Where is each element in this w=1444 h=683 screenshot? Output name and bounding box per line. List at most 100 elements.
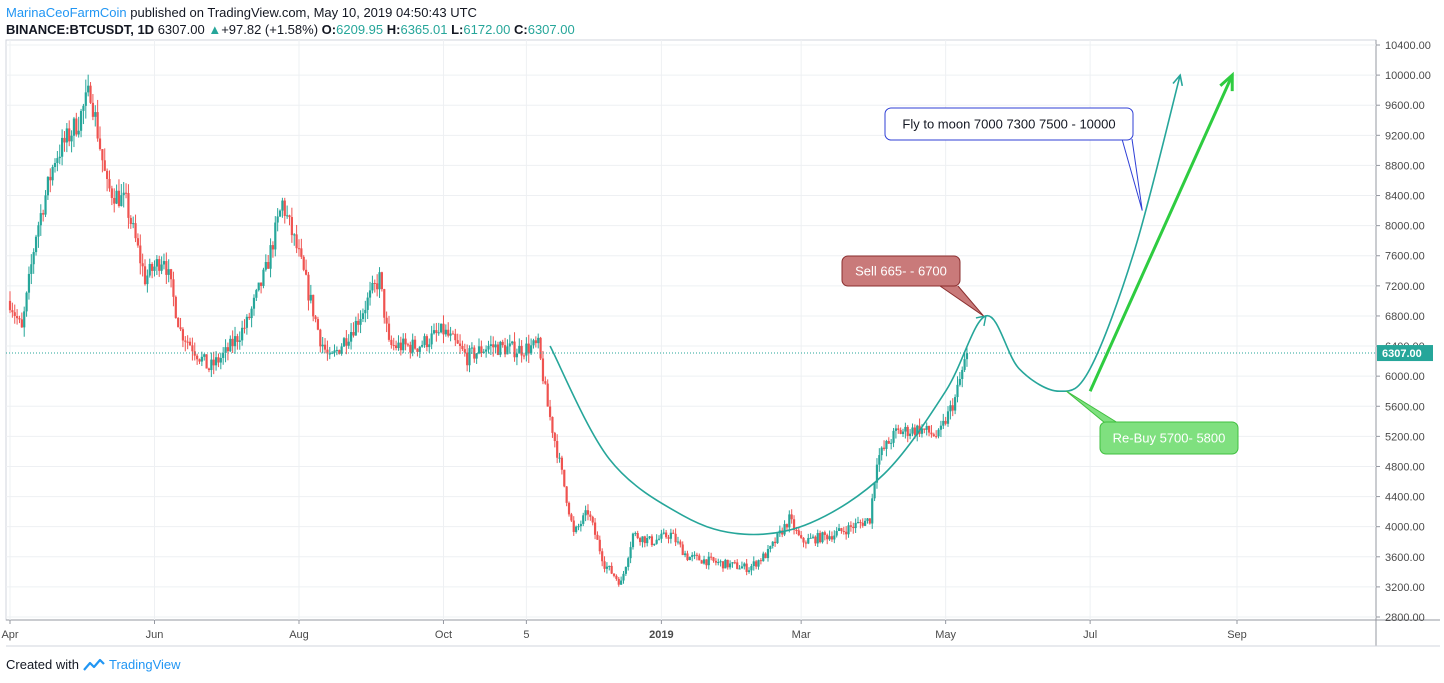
candle-body: [752, 561, 755, 567]
candle-body: [653, 543, 656, 546]
candle-body: [963, 359, 966, 370]
author-link[interactable]: MarinaCeoFarmCoin: [6, 5, 127, 20]
candle-body: [648, 536, 651, 538]
candle-body: [262, 269, 265, 286]
candle-body: [229, 338, 232, 352]
candle-body: [601, 551, 604, 562]
candle-body: [499, 341, 502, 355]
candle-body: [790, 514, 793, 520]
close-value: 6307.00: [527, 22, 575, 37]
candle-body: [423, 336, 426, 345]
candle-body: [101, 149, 104, 161]
candle-body: [840, 528, 843, 531]
candle-body: [397, 342, 400, 349]
candle-body: [27, 273, 31, 293]
candle-body: [110, 188, 113, 198]
low-label: L:: [451, 22, 464, 37]
candle-body: [302, 256, 305, 270]
candle-body: [674, 533, 677, 543]
candle-body: [13, 312, 16, 317]
candle-body: [603, 561, 606, 569]
moon-callout-box: [884, 107, 1134, 141]
candle-body: [380, 272, 383, 290]
y-tick-label: 5200.00: [1385, 431, 1425, 443]
candle-body: [866, 518, 869, 521]
candle-body: [283, 200, 286, 216]
candle-body: [553, 432, 556, 442]
candle-body: [567, 502, 571, 515]
candle-body: [37, 225, 40, 237]
candle-body: [892, 430, 895, 443]
candle-body: [11, 310, 14, 313]
candle-body: [290, 217, 293, 236]
candle-body: [373, 282, 376, 284]
y-tick-label: 8000.00: [1385, 221, 1425, 233]
candle-body: [458, 343, 462, 346]
candle-body: [714, 560, 717, 563]
candle-body: [880, 447, 883, 456]
sell-callout-text: Sell 665- - 6700: [855, 264, 947, 279]
candle-body: [172, 279, 175, 297]
candle-body: [591, 516, 594, 523]
candle-body: [309, 294, 312, 301]
candle-body: [222, 352, 225, 358]
x-tick-label: May: [935, 629, 956, 641]
candle-body: [241, 327, 244, 341]
candle-body: [468, 348, 471, 366]
candle-body: [721, 561, 725, 569]
ohlc-line: BINANCE:BTCUSDT, 1D 6307.00 ▲+97.82 (+1.…: [6, 22, 575, 37]
candle-body: [932, 434, 935, 437]
candle-body: [556, 441, 559, 458]
candle-body: [875, 464, 879, 483]
candle-body: [409, 344, 412, 353]
candle-body: [764, 553, 767, 559]
candle-body: [226, 347, 230, 352]
candle-body: [551, 416, 554, 433]
candle-body: [897, 428, 900, 430]
candle-body: [548, 406, 552, 417]
candle-body: [506, 346, 509, 355]
candle-body: [946, 411, 950, 424]
candle-body: [314, 316, 317, 320]
candle-body: [740, 566, 744, 569]
candle-body: [570, 514, 573, 521]
candle-body: [906, 426, 909, 436]
candle-body: [923, 428, 926, 430]
candle-body: [842, 530, 845, 532]
candle-body: [913, 427, 916, 435]
candle-body: [383, 289, 386, 318]
candle-body: [158, 259, 161, 271]
candle-body: [878, 455, 881, 465]
symbol-label[interactable]: BINANCE:BTCUSDT, 1D: [6, 22, 155, 37]
y-tick-label: 4400.00: [1385, 492, 1425, 504]
candle-body: [885, 440, 888, 449]
high-label: H:: [386, 22, 401, 37]
candle-body: [724, 559, 727, 569]
candle-body: [442, 323, 445, 335]
candle-body: [42, 213, 45, 215]
candle-body: [650, 536, 654, 546]
candle-body: [252, 297, 256, 309]
candle-body: [193, 351, 196, 356]
candle-body: [392, 344, 395, 346]
candle-body: [577, 526, 580, 528]
candle-body: [321, 344, 324, 347]
tradingview-brand-link[interactable]: TradingView: [108, 657, 181, 672]
candle-body: [264, 262, 267, 270]
candle-body: [124, 192, 128, 194]
candle-body: [342, 338, 346, 347]
candle-body: [579, 523, 582, 527]
candle-body: [184, 340, 187, 342]
candle-body: [84, 92, 87, 106]
candle-body: [87, 85, 90, 93]
candle-body: [901, 431, 905, 434]
y-tick-label: 4800.00: [1385, 461, 1425, 473]
y-tick-label: 6000.00: [1385, 371, 1425, 383]
candle-body: [847, 525, 850, 535]
candle-body: [937, 429, 940, 437]
candle-body: [51, 166, 54, 181]
candle-body: [686, 553, 689, 561]
candle-body: [691, 555, 694, 557]
candle-body: [681, 544, 684, 556]
